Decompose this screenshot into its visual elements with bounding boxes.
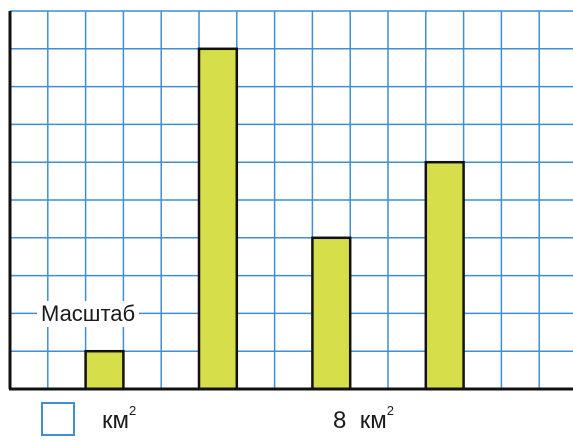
scale-unit-text: км bbox=[102, 407, 129, 434]
area-unit-power: 2 bbox=[386, 403, 394, 418]
scale-unit-label: км2 bbox=[102, 403, 136, 435]
area-value-number: 8 bbox=[333, 407, 347, 434]
area-value-label: 8 км2 bbox=[333, 403, 394, 435]
scale-legend-square bbox=[41, 402, 75, 436]
bar-1 bbox=[84, 349, 125, 391]
bar-2 bbox=[197, 47, 239, 391]
bar-4 bbox=[424, 160, 465, 391]
area-unit-text: км bbox=[359, 407, 387, 434]
scale-label: Масштаб bbox=[37, 301, 140, 327]
scale-unit-power: 2 bbox=[129, 403, 137, 418]
bar-3 bbox=[311, 236, 352, 391]
